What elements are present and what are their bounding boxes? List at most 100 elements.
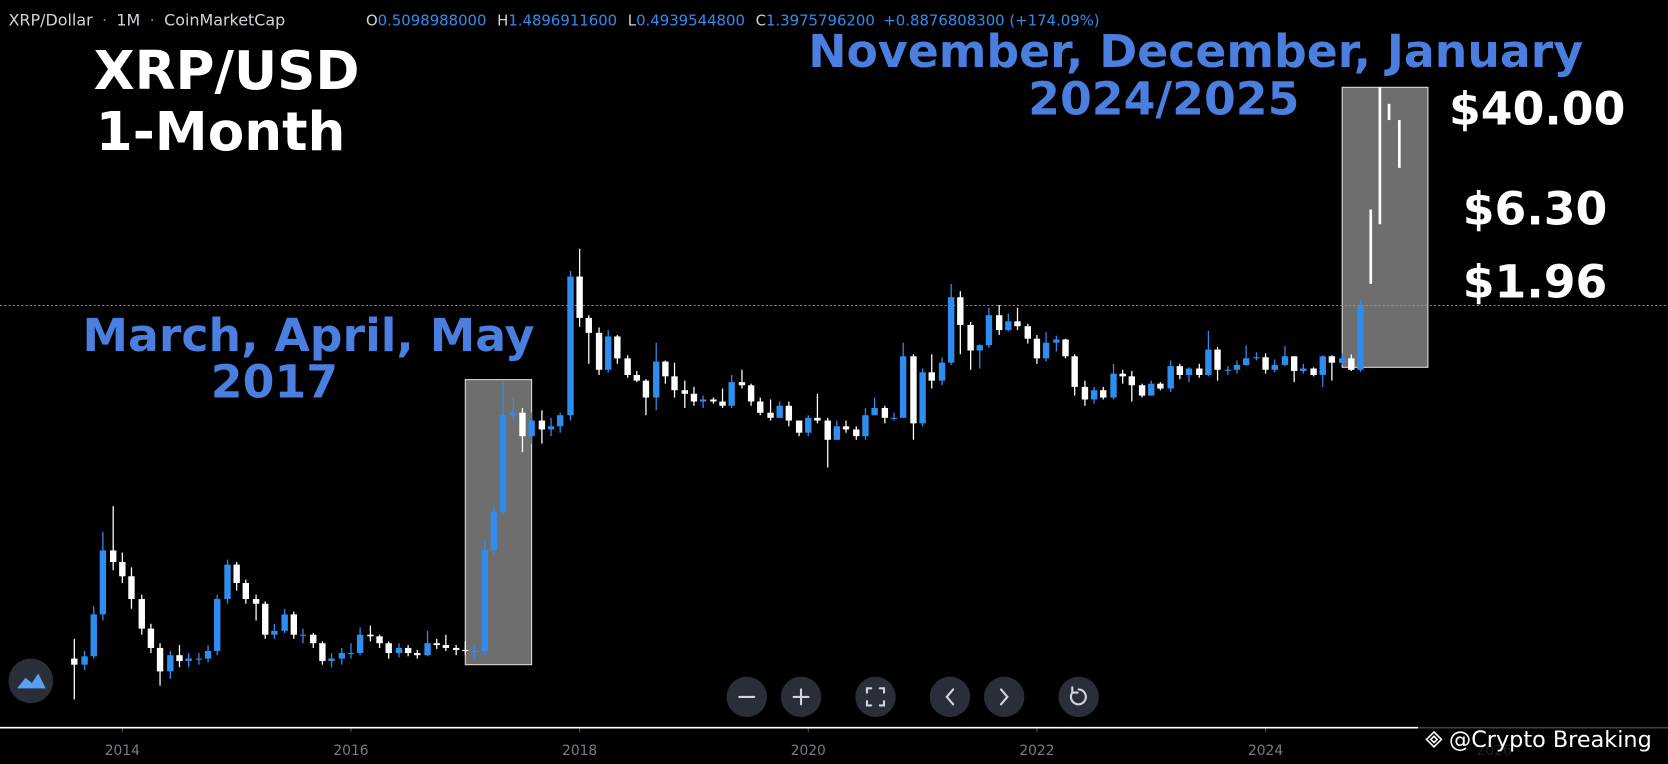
candle-body: [462, 649, 469, 652]
field-label: O: [366, 11, 378, 29]
field-label: L: [628, 11, 637, 29]
legend-header: XRP/Dollar · 1M · CoinMarketCap: [9, 10, 286, 29]
fullscreen-button[interactable]: [855, 676, 896, 718]
candle-body: [1062, 339, 1069, 357]
field-value: 1.3975796200: [766, 11, 875, 29]
candle-body: [71, 658, 78, 665]
candle-body: [757, 401, 764, 413]
candle-body: [1310, 368, 1317, 375]
candle-body: [510, 412, 517, 416]
candle-body: [567, 276, 574, 416]
candle-body: [81, 656, 88, 665]
candle-body: [328, 658, 335, 661]
candle-body: [1053, 339, 1060, 343]
candle-body: [347, 653, 355, 655]
candle-body: [767, 412, 774, 418]
title: XRP/USD: [94, 40, 360, 102]
candle-body: [252, 599, 260, 604]
candle-body: [1224, 369, 1232, 371]
candle-body: [1138, 385, 1146, 396]
scroll-left-button[interactable]: [929, 676, 971, 718]
candle-body: [1100, 390, 1107, 398]
interval: 1M: [116, 10, 140, 29]
candle-body: [881, 407, 889, 418]
candle-body: [338, 653, 346, 659]
candle-body: [938, 362, 946, 381]
candle-body: [595, 332, 603, 370]
candle-body: [176, 655, 183, 661]
candle-body: [642, 380, 650, 398]
candle-body: [899, 356, 907, 418]
field-label: C: [756, 11, 766, 29]
candle-body: [681, 390, 688, 394]
separator: ·: [150, 10, 155, 29]
candle-body: [585, 317, 592, 333]
candle-body: [147, 628, 155, 648]
candle-body: [890, 417, 898, 419]
field-label: H: [497, 11, 508, 29]
candle-body: [1128, 376, 1136, 386]
candle-body: [528, 420, 535, 437]
candle-body: [1148, 383, 1155, 396]
x-tick-label: 2022: [1019, 743, 1054, 759]
candle-body: [653, 361, 660, 398]
x-tick-label: 2024: [1248, 743, 1283, 759]
candle-body: [795, 420, 803, 433]
candle-body: [1242, 358, 1250, 365]
candle-body: [538, 420, 546, 430]
target-label: $6.30: [1463, 182, 1608, 235]
reset-button[interactable]: [1058, 676, 1099, 718]
candle-body: [262, 603, 269, 635]
candle-body: [1262, 357, 1269, 370]
candle-body: [833, 426, 841, 440]
candle-body: [1205, 349, 1212, 375]
candle-body: [1348, 358, 1355, 370]
candle-body: [290, 614, 298, 635]
candle-body: [862, 415, 869, 437]
highlight-box: [1341, 86, 1429, 368]
candle-body: [547, 426, 555, 430]
candle-body: [490, 511, 498, 551]
candle-body: [385, 643, 392, 654]
logo[interactable]: [8, 658, 54, 704]
candle-body: [1328, 356, 1336, 363]
candle-body: [1214, 349, 1221, 370]
candle-body: [156, 647, 164, 672]
zoom-in-button[interactable]: [780, 676, 822, 718]
candle-body: [404, 647, 412, 654]
candle-body: [996, 315, 1003, 331]
candle-body: [738, 382, 746, 386]
candle-body: [519, 412, 526, 437]
candle-body: [1090, 390, 1098, 400]
candle-body: [233, 564, 240, 583]
candle-body: [167, 655, 174, 672]
candle-body: [1071, 356, 1078, 387]
field-value: 1.4896911600: [508, 11, 617, 29]
candle-body: [719, 401, 726, 406]
candle-body: [576, 276, 583, 318]
watermark-text: @Crypto Breaking: [1449, 727, 1652, 753]
candle-body: [1196, 368, 1203, 375]
annotation: November, December, January: [808, 25, 1583, 78]
candle-body: [919, 372, 926, 424]
candle-body: [985, 315, 993, 346]
candle-body: [853, 429, 860, 437]
candle-body: [1014, 321, 1021, 327]
candle-body: [824, 420, 831, 440]
candle-body: [1319, 356, 1326, 375]
zoom-out-button[interactable]: [726, 676, 767, 718]
candle-body: [710, 399, 717, 402]
candle-body: [281, 614, 288, 631]
candle-body: [1081, 386, 1089, 400]
candle-body: [471, 650, 478, 653]
scroll-right-button[interactable]: [983, 676, 1025, 718]
candle-body: [1281, 356, 1289, 365]
candle-body: [728, 382, 735, 406]
candle-body: [119, 562, 126, 577]
candle-body: [1042, 342, 1050, 359]
x-tick-label: 2016: [333, 743, 368, 759]
toolbar: [726, 676, 1099, 718]
candle-body: [319, 643, 326, 661]
candle-body: [310, 634, 317, 644]
change: +0.8876808300 (+174.09%): [883, 11, 1099, 29]
